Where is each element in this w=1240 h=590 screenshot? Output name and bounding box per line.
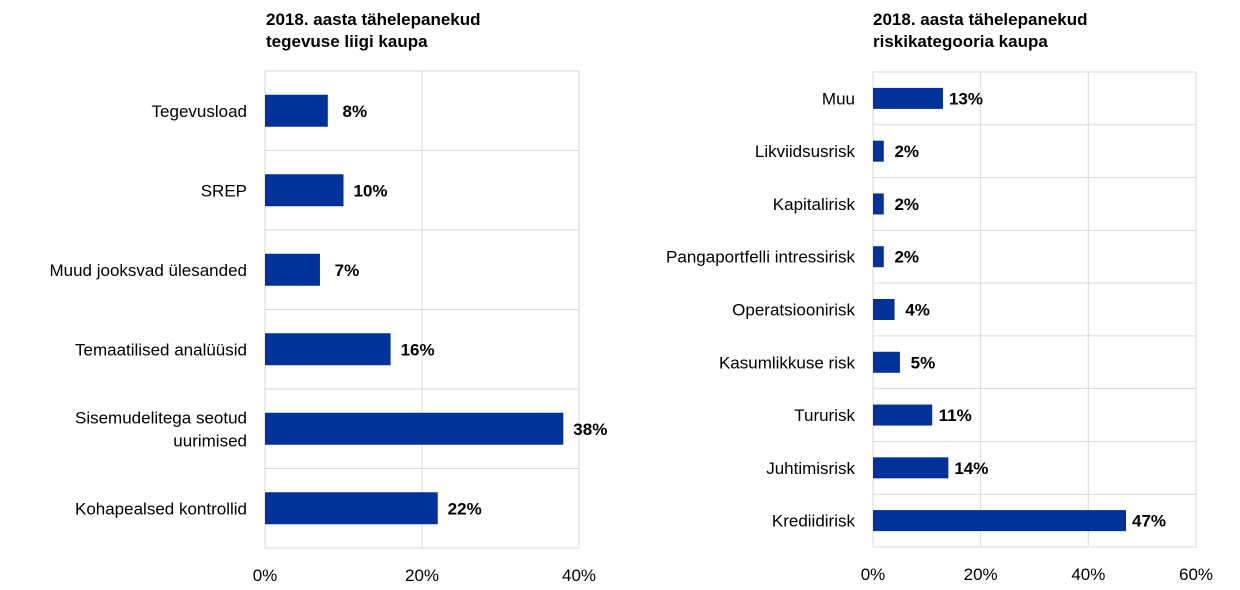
x-tick-label: 60% [1179, 565, 1213, 584]
bar [873, 140, 884, 162]
bar [265, 492, 438, 525]
value-label: 7% [335, 261, 360, 280]
value-label: 8% [343, 102, 368, 121]
category-label: Kasumlikkuse risk [719, 353, 856, 372]
category-label: Kapitalirisk [773, 195, 856, 214]
category-label: Sisemudelitega seotud [75, 408, 247, 427]
chart-title-risk: 2018. aasta tähelepanekud riskikategoori… [873, 10, 1088, 51]
category-label: Muu [822, 89, 855, 108]
value-label: 22% [448, 499, 482, 518]
value-label: 11% [939, 406, 972, 425]
x-tick-label: 40% [562, 566, 596, 585]
category-label: Kohapealsed kontrollid [75, 499, 247, 518]
value-label: 10% [353, 181, 387, 200]
category-label: Juhtimisrisk [766, 459, 855, 478]
value-label: 38% [573, 420, 607, 439]
x-tick-label: 0% [253, 566, 278, 585]
value-label: 5% [911, 353, 936, 372]
value-label: 2% [894, 142, 919, 161]
bar [873, 193, 884, 215]
value-label: 2% [894, 248, 919, 267]
category-label: Operatsioonirisk [732, 301, 855, 320]
value-label: 13% [949, 89, 983, 108]
value-label: 16% [401, 340, 435, 359]
bar [873, 457, 949, 479]
value-label: 47% [1132, 512, 1166, 531]
value-label: 14% [954, 459, 988, 478]
category-label: SREP [201, 181, 247, 200]
bar [265, 333, 391, 366]
x-tick-label: 20% [964, 565, 998, 584]
category-label: Muud jooksvad ülesanded [49, 261, 247, 280]
value-label: 2% [894, 195, 919, 214]
bar [873, 510, 1127, 532]
category-label: Likviidsusrisk [755, 142, 856, 161]
bar [265, 174, 344, 207]
category-label: Tegevusload [152, 102, 247, 121]
bar [873, 351, 900, 373]
chart-title-activity: 2018. aasta tähelepanekud tegevuse liigi… [266, 10, 481, 51]
x-tick-label: 0% [861, 565, 886, 584]
bar [873, 246, 884, 268]
bar [265, 94, 328, 127]
category-label: Pangaportfelli intressirisk [666, 248, 855, 267]
x-tick-label: 20% [405, 566, 439, 585]
bar [873, 87, 943, 109]
category-label: Temaatilised analüüsid [75, 340, 247, 359]
category-label: Tururisk [794, 406, 855, 425]
bar [265, 253, 320, 286]
value-label: 4% [905, 301, 930, 320]
bar [265, 412, 564, 445]
category-label: uurimised [173, 431, 247, 450]
bar [873, 404, 933, 426]
category-label: Krediidirisk [772, 512, 856, 531]
bar [873, 299, 895, 320]
x-tick-label: 40% [1071, 565, 1105, 584]
